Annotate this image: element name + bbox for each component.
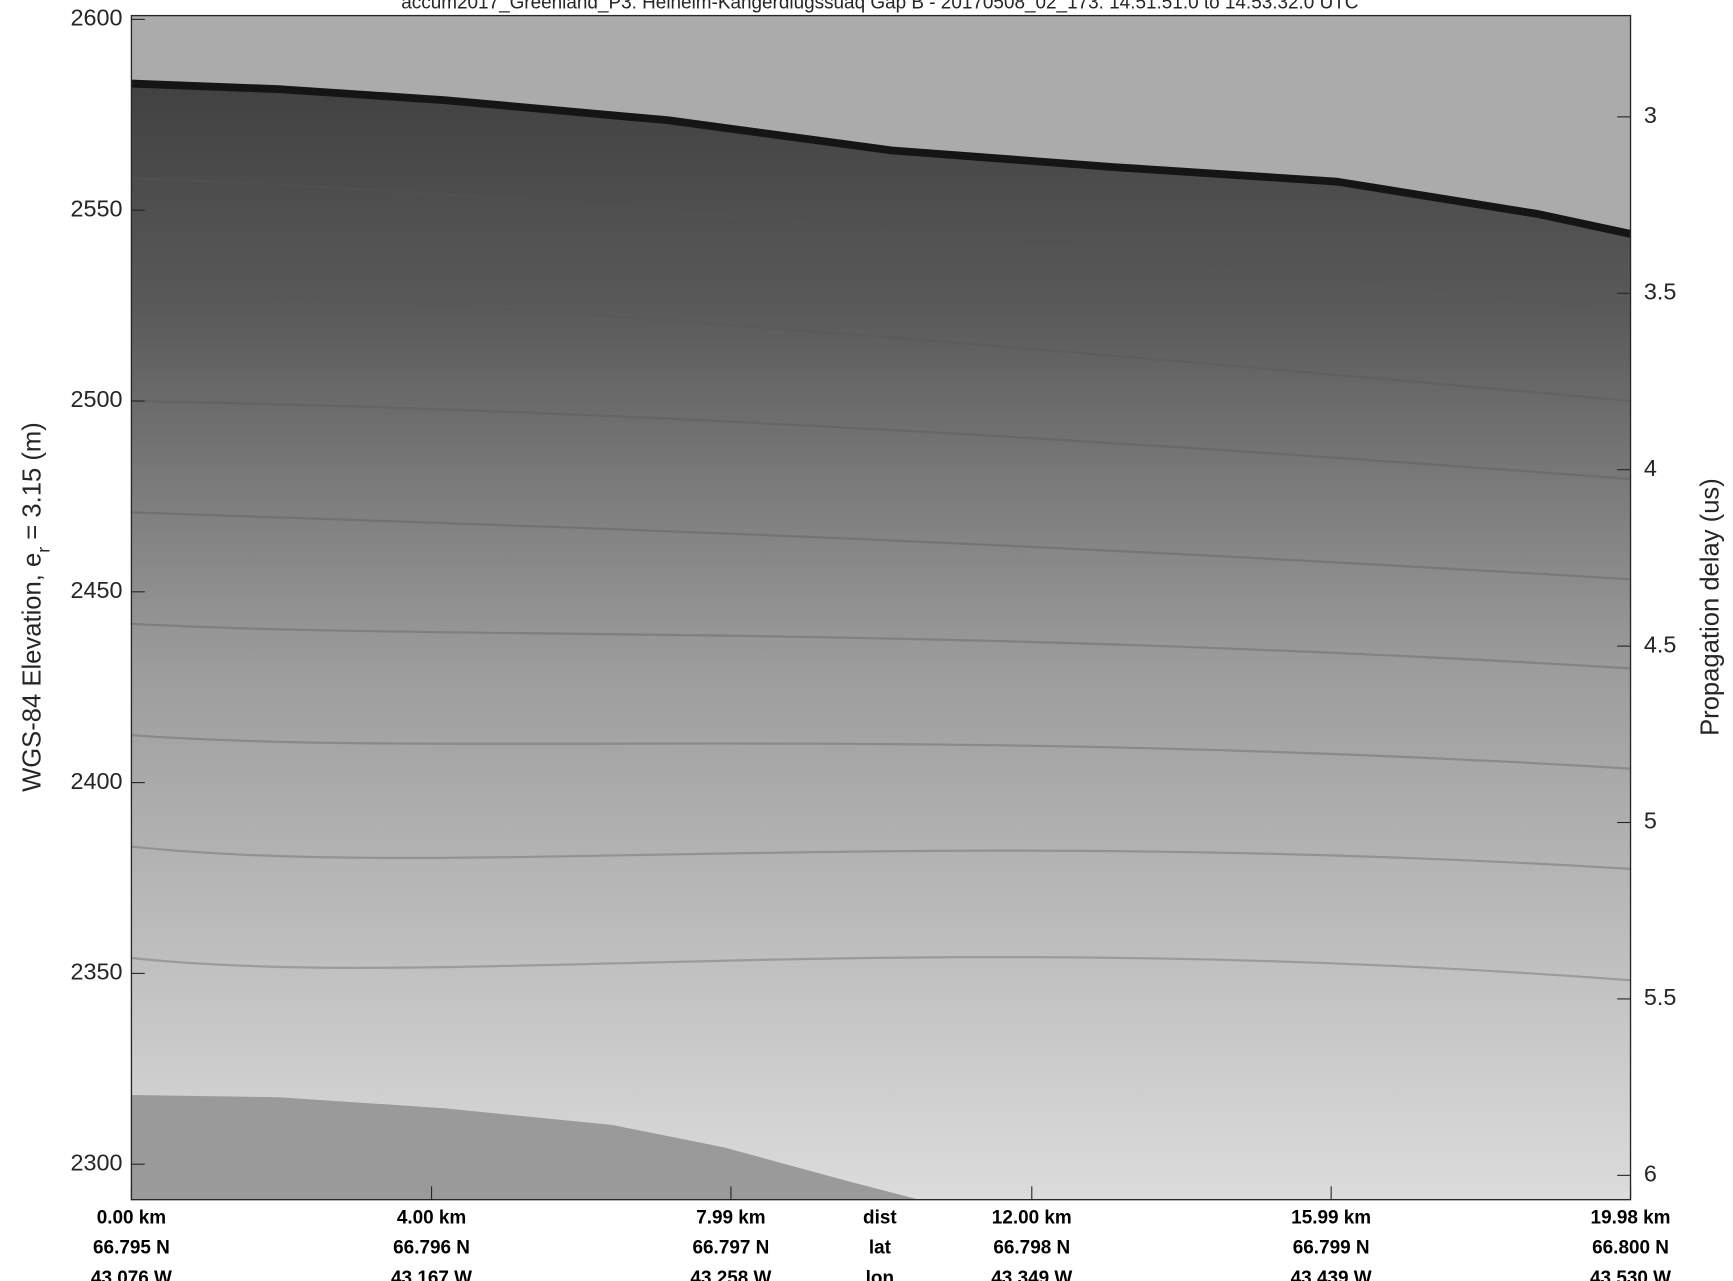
x-tick-label: 12.00 km (992, 1208, 1072, 1229)
lat-label: 66.795 N (93, 1238, 170, 1259)
y2-tick-label: 3.5 (1644, 278, 1676, 304)
y-label-text: WGS-84 Elevation, e (18, 553, 46, 792)
row-header: dist (863, 1208, 897, 1229)
lat-label: 66.796 N (393, 1238, 470, 1259)
lon-label: 43.439 W (1291, 1268, 1372, 1281)
x-tick-label: 4.00 km (397, 1208, 466, 1229)
chart-title: accum2017_Greenland_P3: Helheim-Kangerdl… (401, 0, 1358, 13)
row-header: lon (866, 1268, 894, 1281)
y2-tick-label: 4.5 (1644, 631, 1676, 657)
lat-label: 66.800 N (1592, 1238, 1669, 1259)
x-tick-label: 0.00 km (97, 1208, 166, 1229)
echogram-image (131, 15, 1631, 1200)
y-tick-label: 2600 (71, 5, 123, 31)
y-tick-label: 2300 (71, 1149, 123, 1175)
row-header: lat (869, 1238, 892, 1259)
x-tick-label: 15.99 km (1291, 1208, 1371, 1229)
plot-frame (130, 14, 1632, 1201)
y-tick-label: 2550 (71, 195, 123, 221)
x-tick-label: 7.99 km (696, 1208, 765, 1229)
lon-label: 43.167 W (391, 1268, 472, 1281)
y-label-suffix: = 3.15 (m) (18, 422, 46, 547)
y-tick-label: 2350 (71, 959, 123, 985)
y2-axis-label: Propagation delay (us) (1697, 478, 1725, 736)
y2-tick-label: 5 (1644, 808, 1657, 834)
y2-tick-label: 5.5 (1644, 984, 1676, 1010)
y2-tick-label: 6 (1644, 1161, 1657, 1187)
y-tick-label: 2450 (71, 577, 123, 603)
y-axis-label: WGS-84 Elevation, er = 3.15 (m) (18, 422, 53, 792)
y2-tick-label: 3 (1644, 102, 1657, 128)
lon-label: 43.530 W (1590, 1268, 1671, 1281)
lat-label: 66.798 N (993, 1238, 1070, 1259)
lat-label: 66.797 N (693, 1238, 770, 1259)
lon-label: 43.258 W (690, 1268, 771, 1281)
lon-label: 43.349 W (991, 1268, 1072, 1281)
y-label-subscript: r (33, 547, 53, 553)
y-tick-label: 2400 (71, 768, 123, 794)
x-tick-label: 19.98 km (1591, 1208, 1671, 1229)
lon-label: 43.076 W (91, 1268, 172, 1281)
y2-tick-label: 4 (1644, 455, 1657, 481)
lat-label: 66.799 N (1293, 1238, 1370, 1259)
y-tick-label: 2500 (71, 386, 123, 412)
